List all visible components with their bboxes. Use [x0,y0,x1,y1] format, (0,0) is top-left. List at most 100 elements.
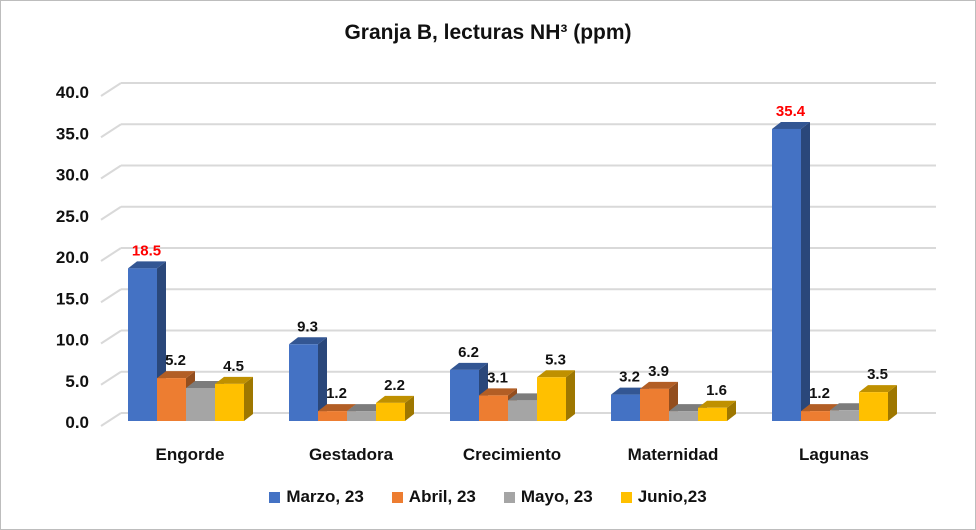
legend-label: Marzo, 23 [286,487,364,506]
bar [801,411,830,421]
bar-top [186,381,224,388]
grid-diagonal [100,205,122,221]
bar-top [611,387,649,395]
data-label: 1.2 [809,385,830,402]
bar [289,344,318,421]
bar-top [318,404,356,412]
bar-top [157,371,195,379]
legend-swatch [391,491,403,503]
bar [186,388,215,421]
bar-top [698,400,736,408]
bar-side [888,385,897,421]
grid-diagonal [100,412,122,427]
data-label: 3.5 [867,366,888,383]
bar-top [830,403,868,411]
bar-top [537,370,575,378]
y-tick-label: 0.0 [65,413,89,432]
data-label: 2.2 [384,377,405,394]
data-label: 5.3 [545,351,566,368]
bar [698,407,727,421]
data-label: 3.2 [619,369,640,386]
bar-top [128,261,166,269]
grid-diagonal [100,123,122,139]
data-label: 1.2 [326,385,347,402]
y-tick-label: 15.0 [56,289,89,308]
grid-diagonal [100,288,122,304]
bar-top [289,337,327,345]
x-tick-label: Maternidad [628,445,719,464]
data-label: 4.5 [223,358,244,375]
bar-top [772,121,810,129]
bar [450,369,479,421]
data-label: 18.5 [132,242,161,259]
bar-side [244,376,253,421]
bar-side [727,400,736,421]
legend-swatch [269,491,281,503]
y-tick-label: 10.0 [56,331,89,350]
legend-label: Mayo, 23 [520,487,593,506]
bar [479,395,508,421]
bar-top [801,404,839,412]
legend-swatch [503,491,515,503]
bar-top [347,404,385,412]
bar [376,402,405,421]
data-label: 1.6 [706,382,727,399]
bar-side [318,337,327,421]
bar [640,388,669,421]
bar [830,410,859,421]
legend-label: Junio,23 [637,487,707,506]
grid-diagonal [100,247,122,262]
bar-side [566,370,575,421]
bar [859,392,888,421]
legend-swatch [620,491,632,503]
grid-diagonal [100,370,122,386]
grid-diagonal [100,164,122,180]
x-tick-label: Lagunas [799,445,869,464]
bar [508,400,537,421]
bar [215,383,244,421]
y-tick-label: 40.0 [56,83,89,102]
bar [318,411,347,421]
legend-label: Abril, 23 [408,487,476,506]
legend-item: Abril, 23 [391,487,476,507]
grid-diagonal [100,82,122,97]
grid-diagonal [100,329,122,345]
data-label: 9.3 [297,318,318,335]
bar-top [479,388,517,396]
bar-top [669,404,707,412]
bar [157,378,186,421]
x-tick-label: Engorde [156,445,225,464]
bar-top [215,376,253,384]
y-tick-label: 35.0 [56,124,89,143]
y-tick-label: 30.0 [56,166,89,185]
legend-item: Marzo, 23 [269,487,364,507]
bar-side [405,395,414,421]
x-tick-label: Crecimiento [463,445,561,464]
bar-side [801,121,810,421]
y-tick-label: 5.0 [65,372,89,391]
bar [347,411,376,421]
legend: Marzo, 23 Abril, 23 Mayo, 23 Junio,23 [1,487,975,507]
bar [611,394,640,421]
bar-top [508,393,546,401]
y-tick-label: 20.0 [56,248,89,267]
x-tick-label: Gestadora [309,445,394,464]
data-label: 5.2 [165,352,186,369]
legend-item: Junio,23 [620,487,707,507]
legend-item: Mayo, 23 [503,487,593,507]
data-label: 6.2 [458,344,479,361]
bar-top [450,362,488,370]
bar [128,268,157,421]
data-label: 35.4 [776,103,806,120]
bar [669,411,698,421]
bar-top [859,385,897,393]
chart-title: Granja B, lecturas NH³ (ppm) [344,21,632,44]
y-tick-label: 25.0 [56,207,89,226]
bar-top [640,381,678,389]
data-label: 3.1 [487,369,508,386]
data-label: 3.9 [648,363,669,380]
bar-top [376,395,414,403]
bar [772,128,801,421]
